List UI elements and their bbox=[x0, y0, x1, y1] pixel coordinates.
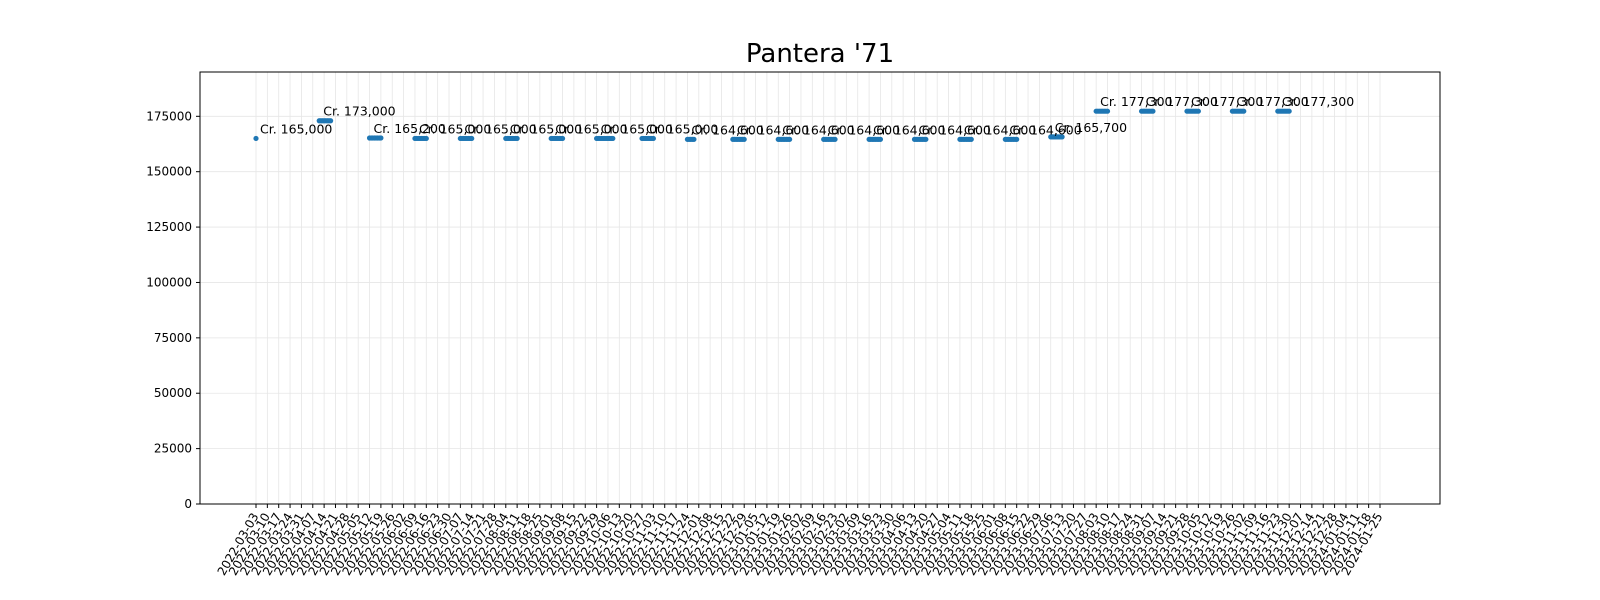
data-point bbox=[1286, 108, 1292, 114]
data-label: Cr. 165,000 bbox=[464, 121, 536, 136]
data-point bbox=[1195, 108, 1201, 114]
data-label: Cr. 164,600 bbox=[737, 122, 809, 137]
data-label: Cr. 164,600 bbox=[1009, 122, 1081, 137]
data-label: Cr. 177,300 bbox=[1282, 94, 1354, 109]
x-axis: 2022-03-032022-03-102022-03-172022-03-24… bbox=[215, 504, 1386, 578]
data-label: Cr. 165,200 bbox=[374, 121, 446, 136]
y-tick-label: 0 bbox=[184, 497, 192, 511]
y-tick-label: 25000 bbox=[154, 442, 192, 456]
data-label: Cr. 164,600 bbox=[919, 122, 991, 137]
y-tick-label: 100000 bbox=[146, 275, 192, 289]
data-point bbox=[328, 118, 334, 124]
data-point bbox=[691, 136, 697, 142]
data-point bbox=[741, 136, 747, 142]
chart-title: Pantera '71 bbox=[746, 39, 894, 69]
data-point bbox=[514, 135, 520, 142]
y-tick-label: 75000 bbox=[154, 331, 192, 345]
data-point bbox=[1014, 136, 1020, 142]
y-tick-label: 175000 bbox=[146, 109, 192, 123]
data-point bbox=[968, 136, 974, 142]
data-point bbox=[877, 136, 884, 142]
data-point bbox=[650, 135, 656, 142]
data-point bbox=[378, 135, 384, 141]
data-label: Cr. 165,000 bbox=[646, 121, 718, 136]
points-layer bbox=[253, 108, 1292, 142]
data-point bbox=[1059, 134, 1065, 140]
data-label: Cr. 164,600 bbox=[964, 122, 1036, 137]
plot-frame bbox=[199, 71, 1441, 505]
data-label: Cr. 165,000 bbox=[601, 121, 673, 136]
data-label: Cr. 165,000 bbox=[419, 121, 491, 136]
data-point bbox=[1104, 108, 1111, 114]
data-point bbox=[787, 136, 793, 142]
data-label: Cr. 177,300 bbox=[1236, 94, 1308, 109]
data-point bbox=[559, 135, 566, 142]
data-label: Cr. 165,000 bbox=[510, 121, 582, 136]
data-point bbox=[1150, 108, 1156, 114]
data-label: Cr. 164,600 bbox=[828, 122, 900, 137]
y-tick-label: 125000 bbox=[146, 220, 192, 234]
data-point bbox=[253, 135, 259, 142]
y-tick-label: 50000 bbox=[154, 386, 192, 400]
data-point bbox=[610, 135, 616, 142]
y-tick-label: 150000 bbox=[146, 165, 192, 179]
data-point bbox=[423, 135, 429, 142]
y-axis: 0 25000 50000 75000 100000 125000 150000 175000 bbox=[146, 109, 200, 511]
data-label: Cr. 177,300 bbox=[1100, 94, 1172, 109]
data-label: Cr. 177,300 bbox=[1191, 94, 1263, 109]
data-label: Cr. 173,000 bbox=[323, 104, 395, 119]
data-point bbox=[832, 136, 838, 142]
grid-layer bbox=[200, 72, 1440, 505]
data-label: Cr. 164,600 bbox=[873, 122, 945, 137]
data-label: Cr. 165,700 bbox=[1055, 120, 1127, 135]
data-label: Cr. 164,600 bbox=[691, 122, 763, 137]
data-point bbox=[1241, 108, 1247, 114]
data-label: Cr. 177,300 bbox=[1146, 94, 1218, 109]
data-label: Cr. 164,600 bbox=[782, 122, 854, 137]
data-point bbox=[923, 136, 929, 142]
data-label: Cr. 165,000 bbox=[555, 121, 627, 136]
data-label: Cr. 165,000 bbox=[260, 121, 332, 136]
data-point bbox=[469, 135, 475, 142]
